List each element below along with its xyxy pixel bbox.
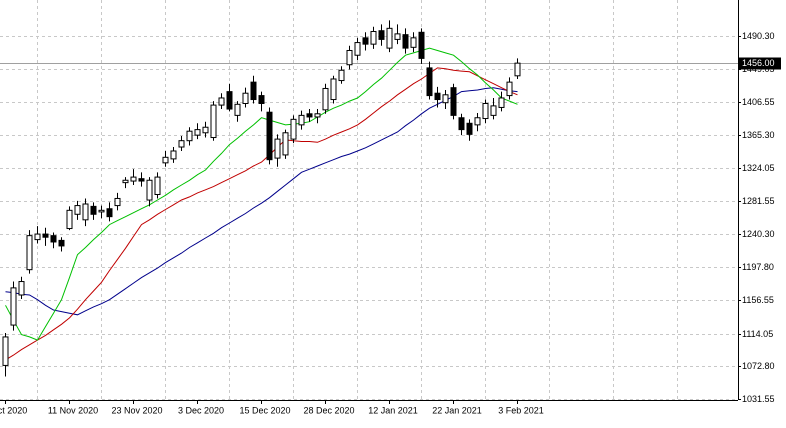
- candle-body: [202, 126, 209, 134]
- candle-body: [186, 130, 193, 142]
- y-tick-label: 1324.05: [742, 163, 775, 173]
- candle-body: [322, 87, 329, 111]
- y-tick-label: 1156.55: [742, 295, 774, 305]
- candle-body: [170, 150, 177, 160]
- candle-body: [338, 69, 345, 82]
- candle-body: [274, 138, 281, 159]
- candle-body: [42, 233, 49, 238]
- candle-body: [378, 30, 385, 40]
- candle-body: [250, 81, 257, 101]
- candle-body: [466, 122, 473, 135]
- candle-body: [418, 31, 425, 59]
- y-tick-label: 1197.80: [742, 262, 774, 272]
- candle-body: [210, 104, 217, 139]
- candle-body: [346, 49, 353, 66]
- candle-body: [410, 37, 417, 48]
- candle-body: [506, 81, 513, 97]
- y-tick-label: 1490.30: [742, 31, 775, 41]
- candle-body: [162, 156, 169, 164]
- candle-body: [226, 91, 233, 110]
- candle-body: [50, 235, 57, 243]
- axes: 1031.55 1072.80 1114.05 1156.55 1197.80 1240.…: [0, 31, 781, 415]
- candle-body: [82, 203, 89, 221]
- x-tick-label: 15 Dec 2020: [239, 405, 290, 415]
- y-tick-label: 1114.05: [742, 329, 773, 339]
- candle-body: [514, 62, 521, 77]
- y-tick-label: 1406.55: [742, 97, 775, 107]
- candle-body: [74, 205, 81, 215]
- x-tick-label: 28 Dec 2020: [303, 405, 354, 415]
- candle-body: [394, 33, 401, 40]
- x-tick-label: 3 Dec 2020: [178, 405, 224, 415]
- candle-body: [234, 103, 241, 116]
- candle-body: [482, 103, 489, 120]
- candle-body: [2, 336, 9, 366]
- candle-body: [426, 67, 433, 97]
- candle-body: [306, 113, 313, 118]
- candle-body: [442, 94, 449, 104]
- candle-body: [490, 105, 497, 116]
- candle-body: [458, 117, 465, 131]
- candle-body: [114, 197, 121, 207]
- plot-area: [0, 20, 738, 400]
- candle-body: [434, 92, 441, 101]
- x-tick-label: Oct 2020: [0, 405, 27, 415]
- candle-body: [178, 140, 185, 148]
- candle-body: [18, 281, 25, 296]
- candle-body: [34, 233, 41, 241]
- y-tick-label: 1031.55: [742, 394, 775, 404]
- candle-body: [258, 95, 265, 105]
- candle-body: [66, 209, 73, 230]
- candle-body: [106, 208, 113, 218]
- x-tick-label: 3 Feb 2021: [498, 405, 544, 415]
- last-price-label: 1456.00: [742, 58, 775, 68]
- candle-body: [386, 27, 393, 49]
- candle-body: [98, 209, 105, 213]
- candle-body: [218, 97, 225, 106]
- y-tick-label: 1072.80: [742, 361, 775, 371]
- candle-body: [474, 117, 481, 126]
- candle-body: [10, 287, 17, 326]
- last-price-box: [739, 57, 781, 70]
- candle-body: [362, 37, 369, 45]
- x-tick-label: 11 Nov 2020: [48, 405, 98, 415]
- candle-body: [154, 176, 161, 196]
- moving-average: [5, 87, 518, 316]
- candle-body: [370, 30, 377, 45]
- candle-body: [122, 179, 129, 184]
- candle-body: [26, 235, 33, 271]
- candle-body: [266, 111, 273, 161]
- x-tick-label: 12 Jan 2021: [368, 405, 418, 415]
- x-tick-label: 23 Nov 2020: [111, 405, 162, 415]
- candle-body: [282, 132, 289, 156]
- candle-body: [146, 179, 153, 201]
- candle-body: [242, 92, 249, 105]
- y-tick-label: 1281.55: [742, 196, 775, 206]
- x-tick-label: 22 Jan 2021: [432, 405, 482, 415]
- candle-body: [138, 178, 145, 182]
- candle-body: [290, 118, 297, 140]
- candle-body: [354, 42, 361, 56]
- candle-body: [58, 239, 65, 247]
- vertical-grid: [37, 0, 678, 400]
- candle-body: [330, 78, 337, 101]
- candle-body: [130, 176, 137, 182]
- candle-body: [498, 97, 505, 108]
- candle-body: [90, 205, 97, 215]
- moving-average: [5, 47, 518, 341]
- candle-body: [314, 113, 321, 118]
- candle-body: [194, 129, 201, 136]
- candle-body: [402, 34, 409, 49]
- y-tick-label: 1240.30: [742, 229, 775, 239]
- candle-body: [450, 87, 457, 116]
- candle-body: [298, 114, 305, 126]
- y-tick-label: 1365.30: [742, 130, 775, 140]
